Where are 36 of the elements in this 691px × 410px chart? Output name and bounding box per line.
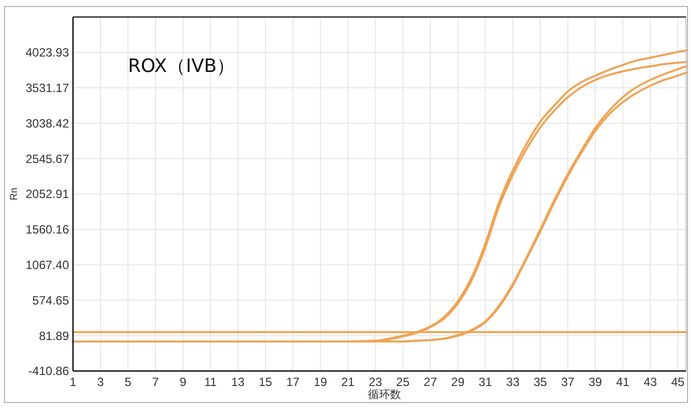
x-tick-label: 31 bbox=[478, 375, 492, 389]
y-tick-label: 574.65 bbox=[32, 293, 70, 308]
x-tick-label: 23 bbox=[368, 375, 382, 389]
x-tick-label: 13 bbox=[231, 375, 245, 389]
x-tick-label: 27 bbox=[424, 375, 438, 389]
x-tick-label: 25 bbox=[396, 375, 410, 389]
x-axis-title: 循环数 bbox=[368, 388, 401, 401]
y-axis-title: Rn bbox=[9, 188, 20, 200]
x-tick-label: 39 bbox=[588, 375, 602, 389]
x-tick-label: 17 bbox=[286, 375, 300, 389]
x-tick-label: 43 bbox=[644, 375, 658, 389]
y-tick-label: 81.89 bbox=[38, 328, 70, 343]
text: ROX（IVB） bbox=[128, 56, 236, 77]
x-tick-label: 33 bbox=[506, 375, 520, 389]
x-tick-label: 19 bbox=[314, 375, 328, 389]
x-tick-label: 11 bbox=[204, 375, 217, 389]
x-tick-label: 21 bbox=[341, 375, 355, 389]
y-tick-label: 2052.91 bbox=[26, 187, 70, 202]
y-tick-label: 2545.67 bbox=[26, 152, 70, 166]
x-tick-label: 9 bbox=[180, 375, 187, 389]
y-tick-label: 3531.17 bbox=[26, 81, 70, 95]
y-tick-label: -410.86 bbox=[28, 364, 70, 378]
x-tick-label: 15 bbox=[258, 375, 272, 389]
x-tick-label: 1 bbox=[70, 375, 77, 389]
x-tick-label: 37 bbox=[561, 375, 575, 389]
x-tick-label: 45 bbox=[671, 375, 685, 389]
x-tick-label: 5 bbox=[124, 375, 132, 389]
y-tick-label: 3038.42 bbox=[26, 116, 70, 130]
x-tick-label: 35 bbox=[534, 375, 548, 389]
y-tick-label: 4023.93 bbox=[26, 46, 70, 60]
x-tick-label: 29 bbox=[451, 375, 465, 389]
y-tick-label: 1067.40 bbox=[26, 258, 70, 272]
y-tick-label: 1560.16 bbox=[26, 222, 70, 237]
x-tick-label: 7 bbox=[152, 375, 160, 389]
x-tick-label: 3 bbox=[97, 375, 104, 389]
x-tick-label: 41 bbox=[616, 375, 630, 389]
